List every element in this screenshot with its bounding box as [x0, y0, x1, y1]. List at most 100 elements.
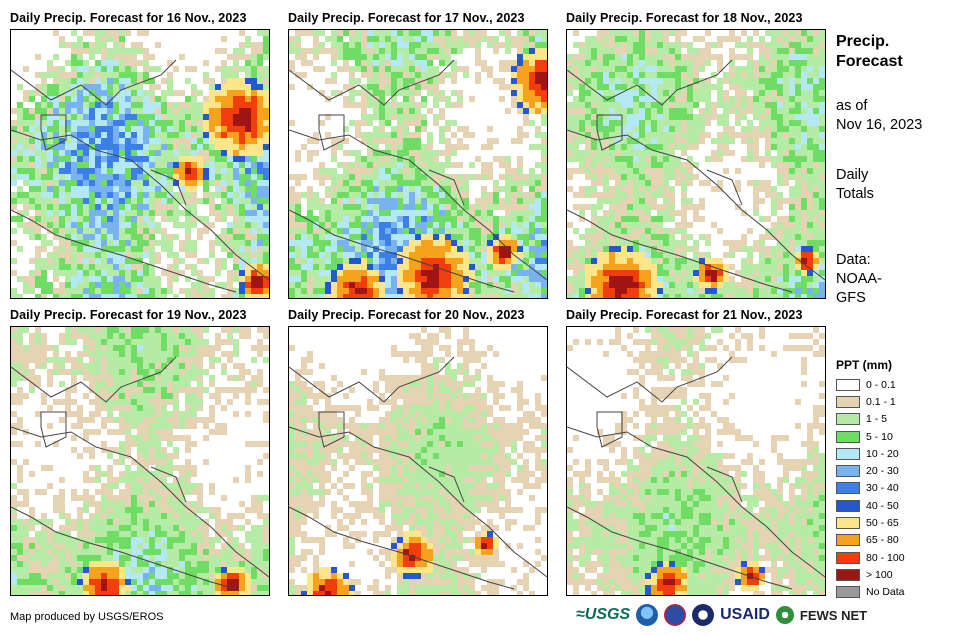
precip-cell — [89, 252, 95, 258]
precip-cell — [801, 60, 807, 66]
precip-cell — [627, 186, 633, 192]
precip-cell — [301, 72, 307, 78]
precip-cell — [197, 288, 203, 294]
precip-cell — [627, 132, 633, 138]
precip-cell — [523, 120, 529, 126]
precip-cell — [11, 228, 17, 234]
precip-cell — [741, 294, 747, 298]
precip-cell — [795, 78, 801, 84]
precip-cell — [795, 210, 801, 216]
precip-cell — [481, 294, 487, 298]
precip-cell — [11, 126, 17, 132]
precip-cell — [675, 210, 681, 216]
precip-cell — [403, 198, 409, 204]
precip-cell — [373, 288, 379, 294]
precip-cell — [319, 258, 325, 264]
precip-cell — [421, 174, 427, 180]
precip-cell — [451, 228, 457, 234]
precip-cell — [35, 216, 41, 222]
precip-cell — [469, 204, 475, 210]
precip-cell — [729, 108, 735, 114]
precip-cell — [729, 252, 735, 258]
precip-cell — [657, 162, 663, 168]
precip-cell — [29, 186, 35, 192]
precip-cell — [203, 180, 209, 186]
precip-cell — [469, 174, 475, 180]
precip-cell — [385, 114, 391, 120]
precip-cell — [427, 192, 433, 198]
precip-cell — [747, 264, 753, 270]
precip-cell — [627, 210, 633, 216]
precip-cell — [251, 192, 257, 198]
precip-cell — [101, 162, 107, 168]
precip-cell — [481, 228, 487, 234]
precip-cell — [657, 288, 663, 294]
precip-cell — [355, 264, 361, 270]
precip-cell — [789, 54, 795, 60]
precip-cell — [331, 276, 337, 282]
precip-cell — [421, 258, 427, 264]
precip-map — [10, 29, 270, 299]
precip-cell — [597, 288, 603, 294]
precip-cell — [83, 252, 89, 258]
precip-cell — [439, 132, 445, 138]
precip-cell — [451, 276, 457, 282]
precip-cell — [397, 240, 403, 246]
precip-cell — [119, 258, 125, 264]
precip-cell — [789, 288, 795, 294]
precip-cell — [251, 114, 257, 120]
precip-cell — [439, 168, 445, 174]
precip-cell — [367, 156, 373, 162]
precip-cell — [113, 132, 119, 138]
precip-cell — [397, 54, 403, 60]
precip-cell — [813, 234, 819, 240]
precip-cell — [795, 114, 801, 120]
precip-cell — [517, 84, 523, 90]
precip-cell — [41, 210, 47, 216]
precip-cell — [367, 294, 373, 298]
precip-cell — [59, 252, 65, 258]
precip-cell — [295, 282, 301, 288]
precip-cell — [573, 282, 579, 288]
precip-cell — [433, 36, 439, 42]
precip-cell — [313, 288, 319, 294]
precip-cell — [119, 60, 125, 66]
precip-cell — [53, 363, 59, 369]
precip-cell — [807, 186, 813, 192]
precip-cell — [17, 144, 23, 150]
precip-cell — [735, 36, 741, 42]
precip-cell — [747, 258, 753, 264]
precip-cell — [179, 357, 185, 363]
precip-cell — [627, 204, 633, 210]
precip-cell — [693, 54, 699, 60]
precip-cell — [603, 60, 609, 66]
precip-cell — [35, 345, 41, 351]
precip-cell — [633, 168, 639, 174]
precip-cell — [663, 210, 669, 216]
precip-cell — [83, 48, 89, 54]
precip-cell — [663, 132, 669, 138]
precip-cell — [609, 150, 615, 156]
precip-cell — [493, 180, 499, 186]
precip-cell — [657, 42, 663, 48]
precip-cell — [191, 351, 197, 357]
precip-cell — [609, 66, 615, 72]
precip-cell — [433, 174, 439, 180]
precip-cell — [361, 210, 367, 216]
precip-cell — [227, 156, 233, 162]
precip-cell — [77, 102, 83, 108]
precip-cell — [239, 363, 245, 369]
precip-cell — [41, 282, 47, 288]
precip-cell — [137, 240, 143, 246]
precip-cell — [541, 162, 547, 168]
precip-cell — [523, 294, 529, 298]
precip-cell — [83, 30, 89, 36]
precip-cell — [675, 72, 681, 78]
precip-cell — [41, 339, 47, 345]
precip-cell — [487, 270, 493, 276]
precip-cell — [107, 363, 113, 369]
precip-cell — [445, 258, 451, 264]
precip-cell — [149, 210, 155, 216]
precip-cell — [173, 258, 179, 264]
precip-cell — [783, 114, 789, 120]
